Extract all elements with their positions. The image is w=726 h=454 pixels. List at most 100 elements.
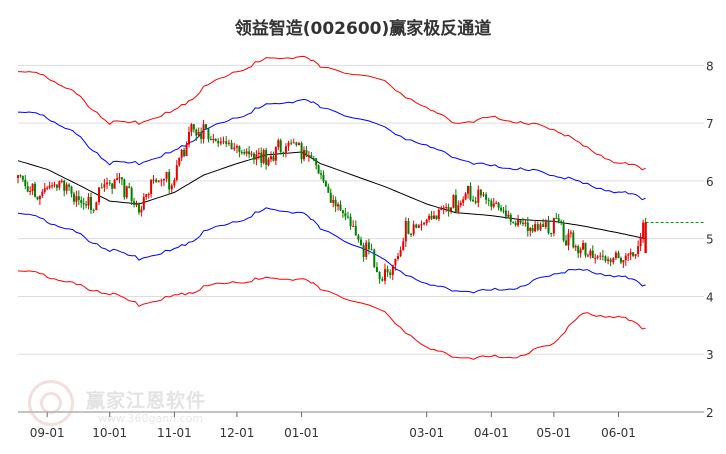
candle-body <box>464 193 467 200</box>
band-upper-inner <box>17 98 646 201</box>
candle-body <box>474 201 477 203</box>
candle-body <box>329 192 332 203</box>
candle-body <box>504 210 507 217</box>
candle-body <box>295 142 298 146</box>
candle-body <box>277 140 280 148</box>
candle-body <box>187 132 190 145</box>
candle-body <box>450 207 453 212</box>
candle-body <box>36 196 39 200</box>
candle-body <box>142 196 145 210</box>
candle-body <box>410 233 413 235</box>
candle-body <box>140 209 143 213</box>
candle-body <box>627 254 630 256</box>
candle-body <box>415 224 418 228</box>
candle-body <box>569 232 572 234</box>
candle-body <box>497 202 500 208</box>
candle-body <box>297 143 300 146</box>
candle-body <box>339 204 342 211</box>
candle-body <box>185 144 188 157</box>
candle-body <box>637 246 640 255</box>
candle-body <box>479 189 482 196</box>
candle-body <box>490 200 493 207</box>
candle-body <box>485 194 488 200</box>
candle-body <box>160 180 163 182</box>
candle-body <box>586 255 589 257</box>
candle-body <box>19 175 22 177</box>
candle-body <box>279 140 282 153</box>
candle-body <box>534 224 537 232</box>
candle-body <box>272 156 275 161</box>
candle-body <box>243 152 246 154</box>
candle-body <box>397 255 400 260</box>
band-upper-outer <box>17 55 646 171</box>
candle-body <box>262 149 265 163</box>
candle-body <box>108 182 111 184</box>
candle-body <box>428 215 431 220</box>
candle-body <box>72 193 75 202</box>
candle-body <box>531 228 534 232</box>
candle-body <box>63 180 66 191</box>
candle-body <box>82 203 85 205</box>
candle-body <box>521 222 524 224</box>
candle-body <box>324 181 327 187</box>
candle-body <box>565 240 568 246</box>
candle-body <box>282 152 285 154</box>
y-tick-label: 2 <box>706 406 714 420</box>
candle-body <box>315 158 318 166</box>
candle-body <box>614 252 617 259</box>
candle-body <box>542 224 545 227</box>
candle-body <box>29 191 32 193</box>
candle-body <box>85 204 88 206</box>
candle-body <box>170 185 173 190</box>
candle-body <box>454 194 457 212</box>
candle-body <box>420 224 423 226</box>
candle-body <box>92 209 95 211</box>
candle-body <box>639 237 642 247</box>
candle-body <box>77 196 80 201</box>
x-tick-label: 10-01 <box>92 426 127 440</box>
candle-body <box>24 179 27 187</box>
candle-body <box>310 155 313 159</box>
candle-body <box>487 199 490 201</box>
candle-body <box>327 186 330 193</box>
candle-body <box>346 216 349 218</box>
candle-body <box>205 124 208 129</box>
candle-body <box>425 219 428 223</box>
x-tick-label: 01-01 <box>284 426 319 440</box>
candle-body <box>17 175 19 178</box>
candle-body <box>469 185 472 200</box>
candle-body <box>51 185 54 187</box>
candle-body <box>539 224 542 230</box>
candle-body <box>373 249 376 268</box>
candle-body <box>95 202 98 211</box>
candle-body <box>447 207 450 212</box>
candle-body <box>219 141 222 144</box>
x-tick-label: 03-01 <box>409 426 444 440</box>
candle-body <box>365 242 368 257</box>
candle-body <box>529 228 532 231</box>
candle-body <box>113 180 116 189</box>
candle-body <box>574 246 577 248</box>
candle-body <box>183 149 186 157</box>
candle-body <box>417 225 420 228</box>
candle-body <box>555 218 558 220</box>
candle-body <box>21 176 24 180</box>
candle-body <box>560 221 563 223</box>
candle-body <box>445 207 448 209</box>
candle-body <box>214 138 217 141</box>
candle-body <box>322 174 325 182</box>
candle-body <box>38 195 41 200</box>
candle-body <box>58 181 61 188</box>
candle-body <box>195 129 198 136</box>
candle-body <box>624 255 627 261</box>
candle-body <box>43 188 46 192</box>
candle-body <box>178 157 181 166</box>
candle-body <box>386 269 389 273</box>
candle-body <box>440 208 443 210</box>
candle-body <box>430 215 433 219</box>
candle-body <box>34 183 37 197</box>
candle-body <box>217 140 220 144</box>
candle-body <box>307 155 310 157</box>
candle-body <box>89 196 92 210</box>
candle-body <box>622 260 625 263</box>
